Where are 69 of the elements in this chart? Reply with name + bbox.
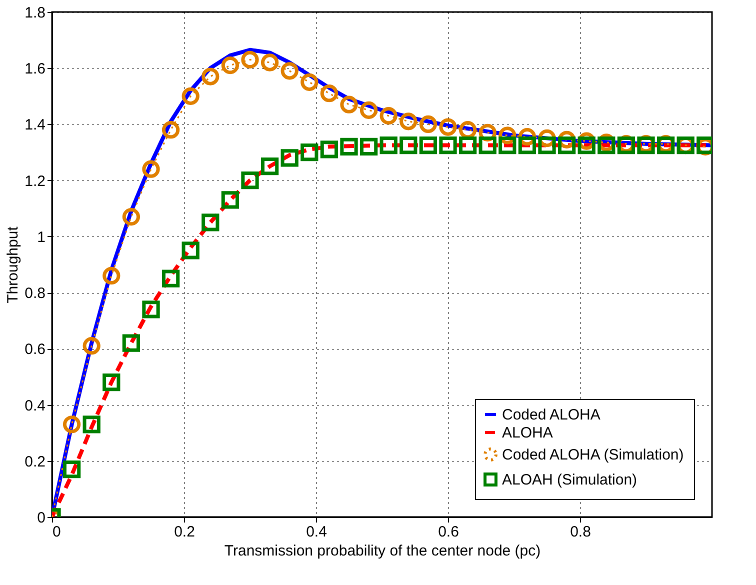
point xyxy=(320,84,338,102)
point xyxy=(380,136,398,154)
point xyxy=(538,136,556,154)
point xyxy=(439,118,457,136)
point xyxy=(142,300,160,318)
x-tick-label: 0.4 xyxy=(306,524,327,540)
point xyxy=(241,50,259,68)
point xyxy=(419,115,438,134)
point xyxy=(260,54,279,72)
point xyxy=(340,96,358,114)
y-tick-label: 1.8 xyxy=(24,4,46,22)
point xyxy=(182,242,200,260)
point xyxy=(419,136,438,154)
x-tick-label: 0 xyxy=(52,524,61,540)
point xyxy=(320,140,338,158)
y-tick-label: 1.2 xyxy=(24,172,46,190)
point xyxy=(162,121,180,139)
point xyxy=(202,214,220,232)
point xyxy=(360,101,378,119)
point xyxy=(439,136,457,154)
point xyxy=(578,136,596,154)
y-tick-label: 0.8 xyxy=(24,285,46,302)
point xyxy=(598,136,616,154)
point xyxy=(340,138,358,156)
point xyxy=(300,143,318,162)
point xyxy=(202,68,220,86)
point xyxy=(62,416,81,434)
point xyxy=(360,138,378,156)
y-tick-label: 1 xyxy=(37,228,46,246)
point xyxy=(122,334,140,352)
x-tick-label: 0.2 xyxy=(174,524,195,540)
point xyxy=(162,270,180,288)
point xyxy=(260,157,279,176)
point xyxy=(518,136,536,154)
point xyxy=(102,374,120,392)
x-tick-label: 0.8 xyxy=(570,524,591,540)
point xyxy=(221,191,240,209)
y-tick-label: 0.4 xyxy=(24,397,46,414)
point xyxy=(142,160,160,178)
point xyxy=(400,136,418,154)
point xyxy=(478,136,496,154)
point xyxy=(498,136,516,154)
legend-label: Coded ALOHA (Simulation) xyxy=(502,446,684,464)
point xyxy=(122,208,140,226)
point xyxy=(62,460,81,478)
point xyxy=(82,337,100,355)
y-tick-label: 1.6 xyxy=(24,60,46,78)
x-axis-title: Transmission probability of the center node (pc) xyxy=(224,542,541,560)
point xyxy=(82,416,100,434)
legend-label: ALOHA xyxy=(502,424,553,442)
point xyxy=(300,73,318,91)
y-axis-title: Throughput xyxy=(4,226,22,304)
point xyxy=(380,107,398,125)
point xyxy=(458,136,477,154)
legend-label: Coded ALOHA xyxy=(502,406,600,424)
y-tick-label: 1.4 xyxy=(24,116,46,134)
y-tick-label: 0.2 xyxy=(24,453,46,470)
point xyxy=(558,136,576,154)
point xyxy=(400,112,418,130)
legend-label: ALOAH (Simulation) xyxy=(502,472,638,488)
point xyxy=(102,266,120,285)
point xyxy=(280,149,298,167)
point xyxy=(182,87,200,105)
point xyxy=(221,56,240,74)
point xyxy=(241,172,259,190)
point xyxy=(280,62,298,80)
x-tick-label: 0.6 xyxy=(438,524,459,540)
y-tick-label: 0 xyxy=(37,510,46,526)
y-tick-label: 0.6 xyxy=(24,341,46,358)
